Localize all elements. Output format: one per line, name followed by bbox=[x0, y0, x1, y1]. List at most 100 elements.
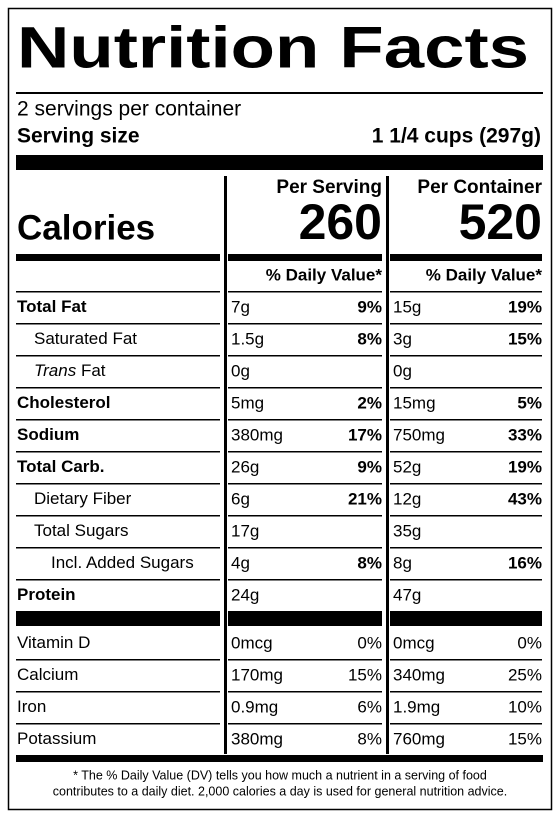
nutrient-label-text: Calcium bbox=[17, 665, 78, 684]
amount: 7g bbox=[231, 297, 250, 316]
nutrient-label-text: Vitamin D bbox=[17, 633, 90, 652]
servings: 2 servings per container bbox=[17, 98, 241, 121]
thick-rule bbox=[390, 254, 542, 261]
amount: 1.5g bbox=[231, 329, 264, 348]
daily-value: 19% bbox=[508, 297, 542, 316]
daily-value: 21% bbox=[348, 489, 382, 508]
nutrient-label: Trans Fat bbox=[34, 361, 106, 380]
row-rule bbox=[228, 323, 382, 325]
amount: 12g bbox=[393, 489, 421, 508]
row-rule bbox=[228, 355, 382, 357]
amount: 380mg bbox=[231, 425, 283, 444]
amount: 0mcg bbox=[393, 633, 435, 652]
row-rule bbox=[228, 691, 382, 693]
amount: 0g bbox=[231, 361, 250, 380]
amount: 0.9mg bbox=[231, 697, 278, 716]
amount: 3g bbox=[393, 329, 412, 348]
row-rule bbox=[228, 419, 382, 421]
amount: 760mg bbox=[393, 729, 445, 748]
daily-value: 6% bbox=[357, 697, 382, 716]
daily-value: 15% bbox=[348, 665, 382, 684]
row-rule bbox=[390, 515, 542, 517]
column-heading: Per Container bbox=[417, 177, 542, 198]
rule bbox=[16, 92, 543, 94]
footnote: contributes to a daily diet. 2,000 calor… bbox=[53, 784, 507, 798]
nutrient-label: Vitamin D bbox=[17, 633, 90, 652]
row-rule bbox=[16, 659, 220, 661]
thick-rule bbox=[390, 611, 542, 626]
thick-rule bbox=[228, 611, 382, 626]
nutrient-label-text: Total Carb. bbox=[17, 457, 105, 476]
amount: 47g bbox=[393, 585, 421, 604]
amount: 35g bbox=[393, 521, 421, 540]
nutrient-label-text: Incl. Added Sugars bbox=[51, 553, 194, 572]
amount: 24g bbox=[231, 585, 259, 604]
row-rule bbox=[16, 579, 220, 581]
row-rule bbox=[390, 323, 542, 325]
amount: 380mg bbox=[231, 729, 283, 748]
row-rule bbox=[390, 387, 542, 389]
nutrient-label-text: Saturated Fat bbox=[34, 329, 137, 348]
nutrient-label: Protein bbox=[17, 585, 76, 604]
nutrient-label: Calcium bbox=[17, 665, 78, 684]
daily-value: 2% bbox=[357, 393, 382, 412]
nutrient-label-text: Cholesterol bbox=[17, 393, 111, 412]
nutrient-label-text: Dietary Fiber bbox=[34, 489, 132, 508]
row-rule bbox=[16, 547, 220, 549]
nutrient-label: Saturated Fat bbox=[34, 329, 137, 348]
nutrient-label-text: Total Fat bbox=[17, 297, 87, 316]
calories-label: Calories bbox=[17, 208, 155, 247]
daily-value: 15% bbox=[508, 329, 542, 348]
daily-value: 9% bbox=[357, 457, 382, 476]
daily-value: 10% bbox=[508, 697, 542, 716]
nutrient-label: Potassium bbox=[17, 729, 96, 748]
amount: 15mg bbox=[393, 393, 436, 412]
nutrient-label-text: Protein bbox=[17, 585, 76, 604]
nutrient-label-text: Iron bbox=[17, 697, 46, 716]
amount: 4g bbox=[231, 553, 250, 572]
amount: 26g bbox=[231, 457, 259, 476]
daily-value: 8% bbox=[357, 729, 382, 748]
label-border bbox=[7, 7, 553, 811]
calories-value: 260 bbox=[299, 194, 382, 250]
row-rule bbox=[16, 291, 220, 293]
row-rule bbox=[228, 387, 382, 389]
row-rule bbox=[16, 691, 220, 693]
row-rule bbox=[16, 419, 220, 421]
daily-value: 43% bbox=[508, 489, 542, 508]
dv-heading: % Daily Value* bbox=[426, 265, 543, 284]
row-rule bbox=[16, 451, 220, 453]
column-divider bbox=[224, 176, 227, 754]
row-rule bbox=[228, 451, 382, 453]
row-rule bbox=[16, 387, 220, 389]
row-rule bbox=[390, 579, 542, 581]
row-rule bbox=[390, 723, 542, 725]
row-rule bbox=[390, 691, 542, 693]
amount: 52g bbox=[393, 457, 421, 476]
row-rule bbox=[16, 323, 220, 325]
row-rule bbox=[228, 515, 382, 517]
daily-value: 9% bbox=[357, 297, 382, 316]
nutrient-label-text: Fat bbox=[81, 361, 106, 380]
column-heading: Per Serving bbox=[276, 177, 382, 198]
nutrient-label: Sodium bbox=[17, 425, 79, 444]
daily-value: 16% bbox=[508, 553, 542, 572]
amount: 6g bbox=[231, 489, 250, 508]
row-rule bbox=[228, 723, 382, 725]
row-rule bbox=[16, 483, 220, 485]
row-rule bbox=[228, 483, 382, 485]
row-rule bbox=[16, 515, 220, 517]
row-rule bbox=[228, 291, 382, 293]
nutrient-label-italic: Trans bbox=[34, 361, 77, 380]
nutrient-label: Total Sugars bbox=[34, 521, 129, 540]
daily-value: 0% bbox=[517, 633, 542, 652]
thick-rule bbox=[16, 611, 220, 626]
row-rule bbox=[228, 547, 382, 549]
row-rule bbox=[390, 355, 542, 357]
row-rule bbox=[390, 291, 542, 293]
column-divider bbox=[386, 176, 389, 754]
serving-size-label: Serving size bbox=[17, 125, 140, 148]
thick-rule bbox=[16, 755, 543, 762]
nutrient-label: Incl. Added Sugars bbox=[51, 553, 194, 572]
